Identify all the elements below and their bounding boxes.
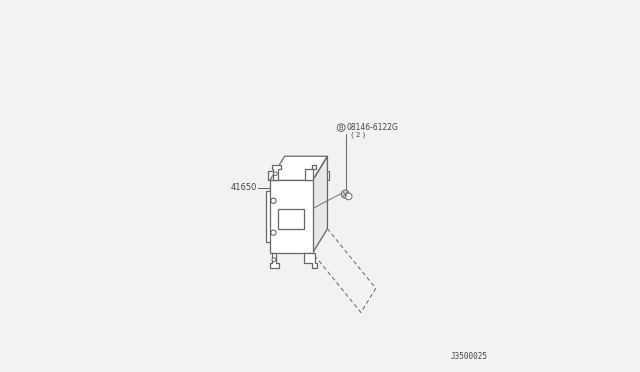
Circle shape bbox=[346, 193, 352, 200]
Circle shape bbox=[271, 198, 276, 203]
Polygon shape bbox=[272, 165, 281, 180]
Circle shape bbox=[341, 190, 349, 198]
Circle shape bbox=[273, 172, 277, 176]
Bar bbox=[266, 191, 273, 242]
Polygon shape bbox=[305, 253, 317, 268]
Polygon shape bbox=[312, 156, 328, 253]
Text: 41650: 41650 bbox=[230, 183, 257, 192]
Bar bbox=[278, 209, 304, 229]
Circle shape bbox=[271, 230, 276, 235]
Bar bbox=[270, 180, 312, 253]
Polygon shape bbox=[270, 253, 279, 268]
Polygon shape bbox=[270, 156, 328, 180]
Text: J3500025: J3500025 bbox=[451, 352, 488, 361]
Text: 08146-6122G: 08146-6122G bbox=[346, 123, 398, 132]
Circle shape bbox=[272, 258, 276, 262]
Polygon shape bbox=[305, 165, 316, 180]
Bar bbox=[268, 171, 330, 180]
Text: B: B bbox=[339, 125, 344, 131]
Text: ( 2 ): ( 2 ) bbox=[351, 132, 365, 138]
